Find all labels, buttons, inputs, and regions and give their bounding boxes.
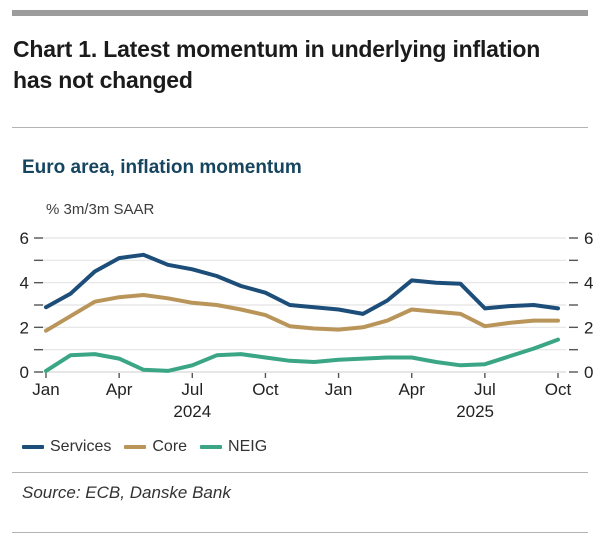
svg-text:Jul: Jul (181, 380, 203, 399)
legend-swatch-services (22, 445, 44, 449)
svg-text:4: 4 (20, 274, 29, 293)
svg-text:0: 0 (20, 363, 29, 382)
svg-text:6: 6 (584, 229, 593, 248)
svg-text:Jul: Jul (474, 380, 496, 399)
svg-text:2: 2 (584, 318, 593, 337)
chart-title: Euro area, inflation momentum (22, 157, 302, 178)
svg-text:0: 0 (584, 363, 593, 382)
svg-text:Oct: Oct (545, 380, 572, 399)
y-axes: 0 0 2 2 4 4 6 6 (20, 229, 594, 382)
x-axis: Jan Apr Jul Oct Jan Apr Jul Oct 2024 2025 (32, 373, 571, 421)
series-line-core (44, 293, 560, 333)
svg-text:Apr: Apr (106, 380, 133, 399)
top-divider-bar (12, 10, 588, 16)
legend-divider (12, 472, 588, 473)
bottom-divider (12, 532, 588, 533)
chart-legend: Services Core NEIG (22, 438, 267, 456)
legend-label: NEIG (228, 438, 268, 455)
svg-text:Oct: Oct (252, 380, 279, 399)
y-axis-unit-label: % 3m/3m SAAR (46, 201, 155, 218)
line-chart-plot: 0 0 2 2 4 4 6 6 Jan Apr Jul Oct Jan Apr Jul Oct 2024 2025 (20, 229, 594, 421)
chart-heading: Chart 1. Latest momentum in underlying i… (13, 36, 541, 93)
series-line-services (44, 252, 560, 316)
svg-text:2024: 2024 (173, 402, 211, 421)
svg-text:2: 2 (20, 318, 29, 337)
legend-item-neig: NEIG (200, 438, 267, 456)
svg-text:Jan: Jan (32, 380, 59, 399)
svg-text:2025: 2025 (456, 402, 494, 421)
legend-item-core: Core (124, 438, 187, 456)
svg-text:4: 4 (584, 274, 593, 293)
svg-text:6: 6 (20, 229, 29, 248)
source-note: Source: ECB, Danske Bank (22, 483, 231, 502)
legend-label: Services (50, 438, 112, 455)
legend-swatch-core (124, 445, 147, 449)
heading-divider (12, 127, 588, 128)
legend-item-services: Services (22, 438, 111, 456)
svg-text:Apr: Apr (398, 380, 425, 399)
legend-label: Core (152, 438, 188, 455)
svg-text:Jan: Jan (325, 380, 352, 399)
series-line-neig (44, 337, 560, 373)
legend-swatch-neig (200, 445, 223, 449)
